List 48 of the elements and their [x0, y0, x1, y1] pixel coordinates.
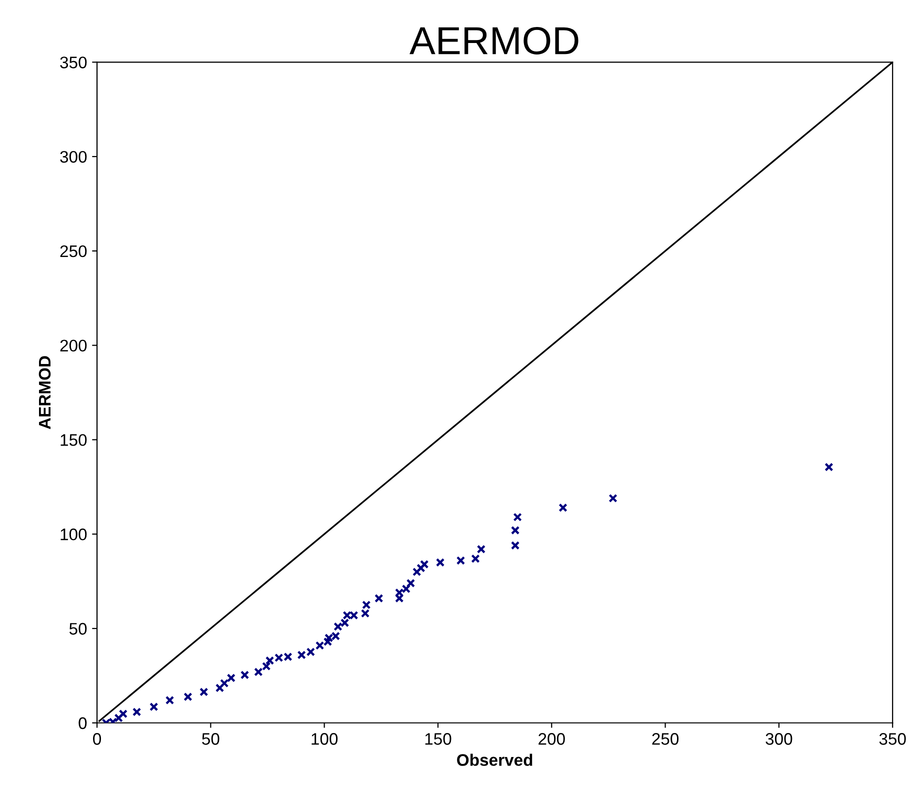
point: [416, 564, 426, 572]
x-tick-label: 0: [93, 733, 102, 745]
point: [476, 544, 486, 554]
point: [558, 503, 568, 512]
point: [412, 567, 422, 576]
point: [406, 578, 416, 588]
x-tick-label: 50: [202, 733, 220, 745]
point: [215, 684, 224, 692]
point: [226, 674, 236, 682]
point: [360, 609, 370, 618]
point: [240, 670, 250, 680]
x-tick-label: 250: [652, 733, 679, 745]
point: [513, 512, 522, 522]
point: [420, 560, 429, 569]
point: [608, 494, 618, 503]
point: [436, 558, 445, 567]
point: [118, 709, 128, 718]
y-tick-label: 200: [60, 340, 87, 352]
y-tick-label: 150: [60, 434, 87, 446]
y-tick-label: 100: [60, 528, 87, 540]
point: [374, 594, 384, 603]
point: [132, 708, 142, 716]
x-tick-label: 350: [879, 733, 906, 745]
point: [184, 692, 192, 702]
y-tick-label: 350: [60, 56, 87, 68]
x-tick-label: 200: [538, 733, 565, 745]
point: [362, 600, 371, 610]
y-tick-label: 300: [60, 150, 87, 163]
y-tick-label: 250: [60, 245, 87, 258]
point: [510, 526, 520, 535]
x-tick-label: 150: [425, 733, 452, 745]
point: [456, 556, 466, 565]
point: [149, 702, 158, 712]
point: [220, 678, 229, 688]
point: [254, 668, 263, 676]
point: [824, 462, 834, 472]
chart-title: AERMOD: [410, 26, 578, 54]
point: [471, 554, 480, 564]
y-axis-title: AERMOD: [38, 356, 51, 430]
x-tick-label: 300: [766, 733, 792, 745]
y-tick-label: 0: [78, 717, 87, 730]
y-tick-label: 50: [69, 622, 87, 635]
point: [199, 688, 208, 696]
point: [262, 662, 271, 671]
x-axis-title: Observed: [457, 754, 532, 766]
point: [165, 696, 174, 705]
point: [510, 541, 520, 550]
x-tick-label: 100: [312, 733, 338, 745]
